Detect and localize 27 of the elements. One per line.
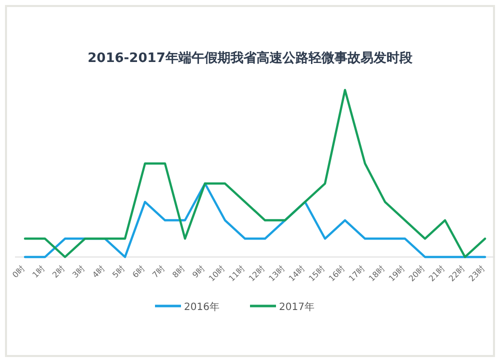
x-tick-label: 14时	[287, 264, 306, 284]
x-tick-label: 18时	[367, 264, 386, 284]
x-tick-label: 22时	[447, 264, 466, 284]
x-tick-label: 19时	[387, 264, 406, 284]
x-tick-label: 9时	[190, 264, 206, 280]
legend-label: 2017年	[279, 301, 314, 313]
x-tick-label: 0时	[10, 264, 26, 280]
x-tick-label: 8时	[170, 264, 186, 280]
x-tick-label: 2时	[50, 264, 66, 280]
x-tick-label: 5时	[110, 264, 126, 280]
x-tick-label: 6时	[130, 264, 146, 280]
x-tick-label: 23时	[467, 264, 486, 284]
x-tick-label: 1时	[30, 264, 46, 280]
x-tick-label: 3时	[70, 264, 86, 280]
chart-title: 2016-2017年端午假期我省高速公路轻微事故易发时段	[88, 50, 414, 66]
x-tick-label: 21时	[427, 264, 446, 284]
x-tick-label: 12时	[247, 264, 266, 284]
x-tick-label: 10时	[207, 264, 226, 284]
x-tick-label: 16时	[327, 264, 346, 284]
x-tick-label: 13时	[267, 264, 286, 284]
x-tick-label: 4时	[90, 264, 106, 280]
legend-label: 2016年	[184, 301, 220, 313]
x-tick-label: 17时	[347, 264, 366, 284]
x-tick-label: 20时	[407, 264, 426, 284]
x-tick-label: 7时	[150, 264, 166, 280]
x-tick-label: 11时	[227, 264, 246, 284]
x-tick-label: 15时	[307, 264, 326, 284]
